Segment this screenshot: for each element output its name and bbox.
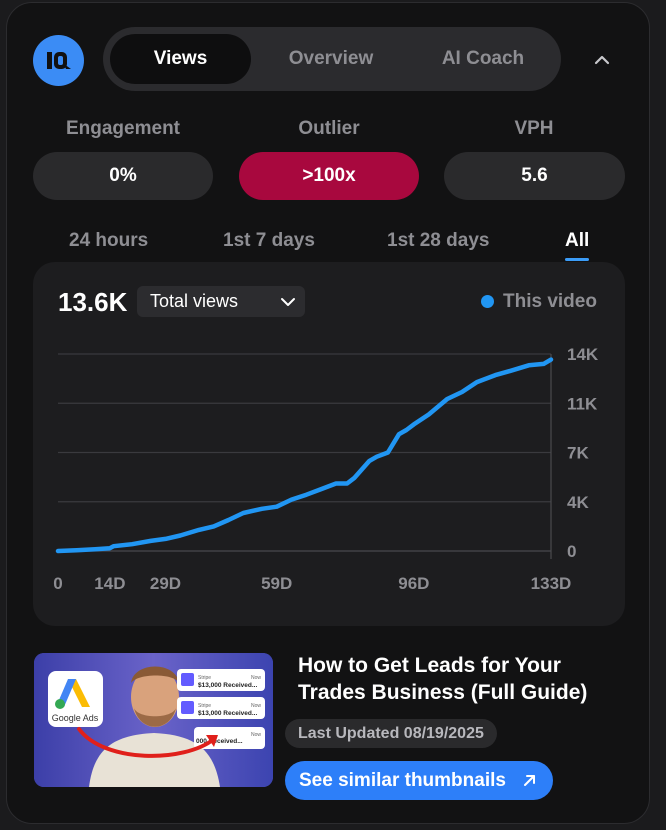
series-line-this-video — [55, 357, 554, 554]
chevron-up-icon[interactable] — [592, 50, 612, 70]
see-similar-thumbnails-label: See similar thumbnails — [299, 770, 506, 791]
app-logo-icon[interactable] — [33, 35, 84, 86]
engagement-value: 0% — [33, 152, 213, 200]
vph-value: 5.6 — [444, 152, 625, 200]
range-first-7-days[interactable]: 1st 7 days — [223, 230, 315, 251]
svg-text:Now: Now — [251, 675, 261, 681]
payment-card: Stripe $13,000 Received... Now — [177, 669, 265, 691]
x-tick-label: 96D — [398, 574, 429, 593]
legend-dot — [481, 295, 494, 308]
range-first-28-days[interactable]: 1st 28 days — [387, 230, 490, 251]
x-tick-label: 59D — [261, 574, 292, 593]
tab-ai-coach[interactable]: AI Coach — [441, 48, 525, 69]
y-tick-label: 7K — [567, 444, 589, 463]
y-tick-label: 14K — [567, 345, 599, 364]
google-ads-badge — [48, 671, 103, 727]
x-tick-label: 14D — [94, 574, 125, 593]
tab-overview[interactable]: Overview — [288, 48, 374, 69]
metric-select-value: Total views — [150, 291, 239, 311]
person-face — [131, 667, 179, 727]
views-line-chart: 0 4K 7K 11K 14K 0 14D 29D 59D 96D 133D — [53, 345, 599, 593]
svg-text:$13,000 Received...: $13,000 Received... — [198, 682, 257, 689]
total-views-value: 13.6K — [58, 287, 128, 317]
tab-views[interactable]: Views — [110, 34, 251, 84]
view-tabs: Views Overview AI Coach — [103, 27, 561, 91]
chevron-down-icon — [281, 298, 295, 306]
outlier-value: >100x — [239, 152, 419, 200]
outlier-label: Outlier — [298, 118, 360, 139]
vph-label: VPH — [514, 118, 554, 139]
svg-text:Now: Now — [251, 732, 261, 738]
y-tick-label: 11K — [567, 394, 598, 413]
active-range-indicator — [565, 258, 589, 261]
views-chart-card — [33, 262, 625, 626]
video-thumbnail[interactable]: Google Ads Stripe $13,000 Received... No… — [34, 653, 273, 787]
google-ads-badge-label: Google Ads — [52, 713, 99, 723]
engagement-label: Engagement — [65, 118, 181, 139]
arrow-up-right-icon — [524, 775, 535, 786]
y-tick-label: 4K — [567, 493, 589, 512]
payment-card: Stripe $13,000 Received... Now — [177, 697, 265, 719]
svg-text:Stripe: Stripe — [198, 675, 211, 681]
see-similar-thumbnails-button[interactable]: See similar thumbnails — [285, 761, 553, 800]
person-shirt — [89, 733, 220, 787]
x-tick-label: 133D — [531, 574, 572, 593]
legend-label: This video — [503, 291, 597, 312]
range-24-hours[interactable]: 24 hours — [69, 230, 149, 251]
range-all[interactable]: All — [565, 230, 590, 251]
y-tick-label: 0 — [567, 542, 576, 561]
svg-text:Now: Now — [251, 703, 261, 709]
x-tick-label: 0 — [53, 574, 62, 593]
last-updated-chip: Last Updated 08/19/2025 — [285, 719, 497, 748]
svg-text:$13,000 Received...: $13,000 Received... — [198, 710, 257, 717]
x-tick-label: 29D — [150, 574, 181, 593]
video-title[interactable]: How to Get Leads for Your Trades Busines… — [298, 654, 588, 704]
metric-select[interactable]: Total views — [137, 286, 305, 317]
svg-text:000 Received...: 000 Received... — [196, 738, 243, 745]
svg-text:Stripe: Stripe — [198, 703, 211, 709]
